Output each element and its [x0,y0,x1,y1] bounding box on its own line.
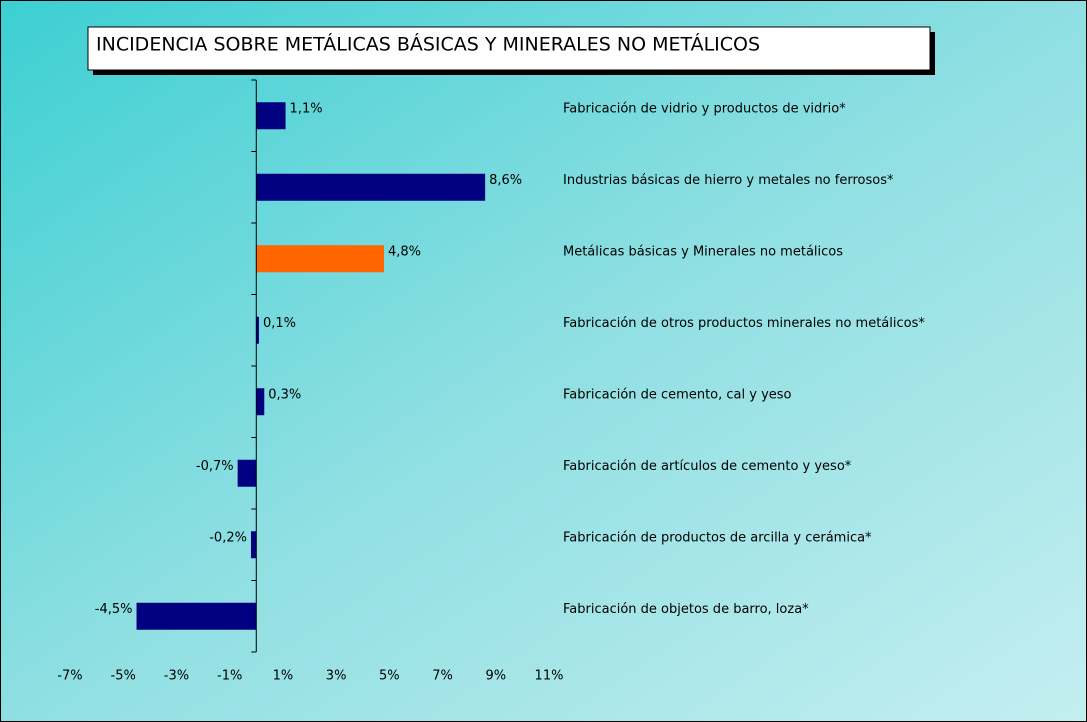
value-label: 1,1% [290,101,323,116]
x-tick-label: -5% [111,669,136,684]
title-box [87,26,931,71]
category-label: Industrias básicas de hierro y metales n… [563,173,894,188]
bar [256,388,265,416]
bar [136,602,257,630]
x-tick-label: -1% [217,669,242,684]
bar [250,531,257,559]
x-tick-label: 5% [379,669,400,684]
category-label: Fabricación de productos de arcilla y ce… [563,530,872,545]
category-label: Fabricación de artículos de cemento y ye… [563,459,852,474]
value-label: -0,7% [196,459,234,474]
category-label: Fabricación de otros productos minerales… [563,316,925,331]
category-label: Fabricación de vidrio y productos de vid… [563,101,846,116]
category-label: Metálicas básicas y Minerales no metálic… [563,244,843,259]
value-label: -0,2% [209,530,247,545]
value-label: 0,1% [263,316,296,331]
x-tick-label: -7% [57,669,82,684]
x-tick-label: 1% [273,669,294,684]
bar [256,245,385,273]
value-label: -4,5% [95,602,133,617]
category-label: Fabricación de cemento, cal y yeso [563,387,792,402]
bar [256,316,259,344]
x-tick-label: 3% [326,669,347,684]
x-tick-label: 9% [485,669,506,684]
value-label: 0,3% [268,387,301,402]
x-tick-label: 11% [535,669,564,684]
x-tick-label: 7% [432,669,453,684]
bar [256,173,486,201]
category-label: Fabricación de objetos de barro, loza* [563,602,809,617]
bar [256,102,286,130]
value-label: 4,8% [388,244,421,259]
chart-title: INCIDENCIA SOBRE METÁLICAS BÁSICAS Y MIN… [96,33,760,56]
x-tick-label: -3% [164,669,189,684]
bar [237,459,257,487]
value-label: 8,6% [489,173,522,188]
